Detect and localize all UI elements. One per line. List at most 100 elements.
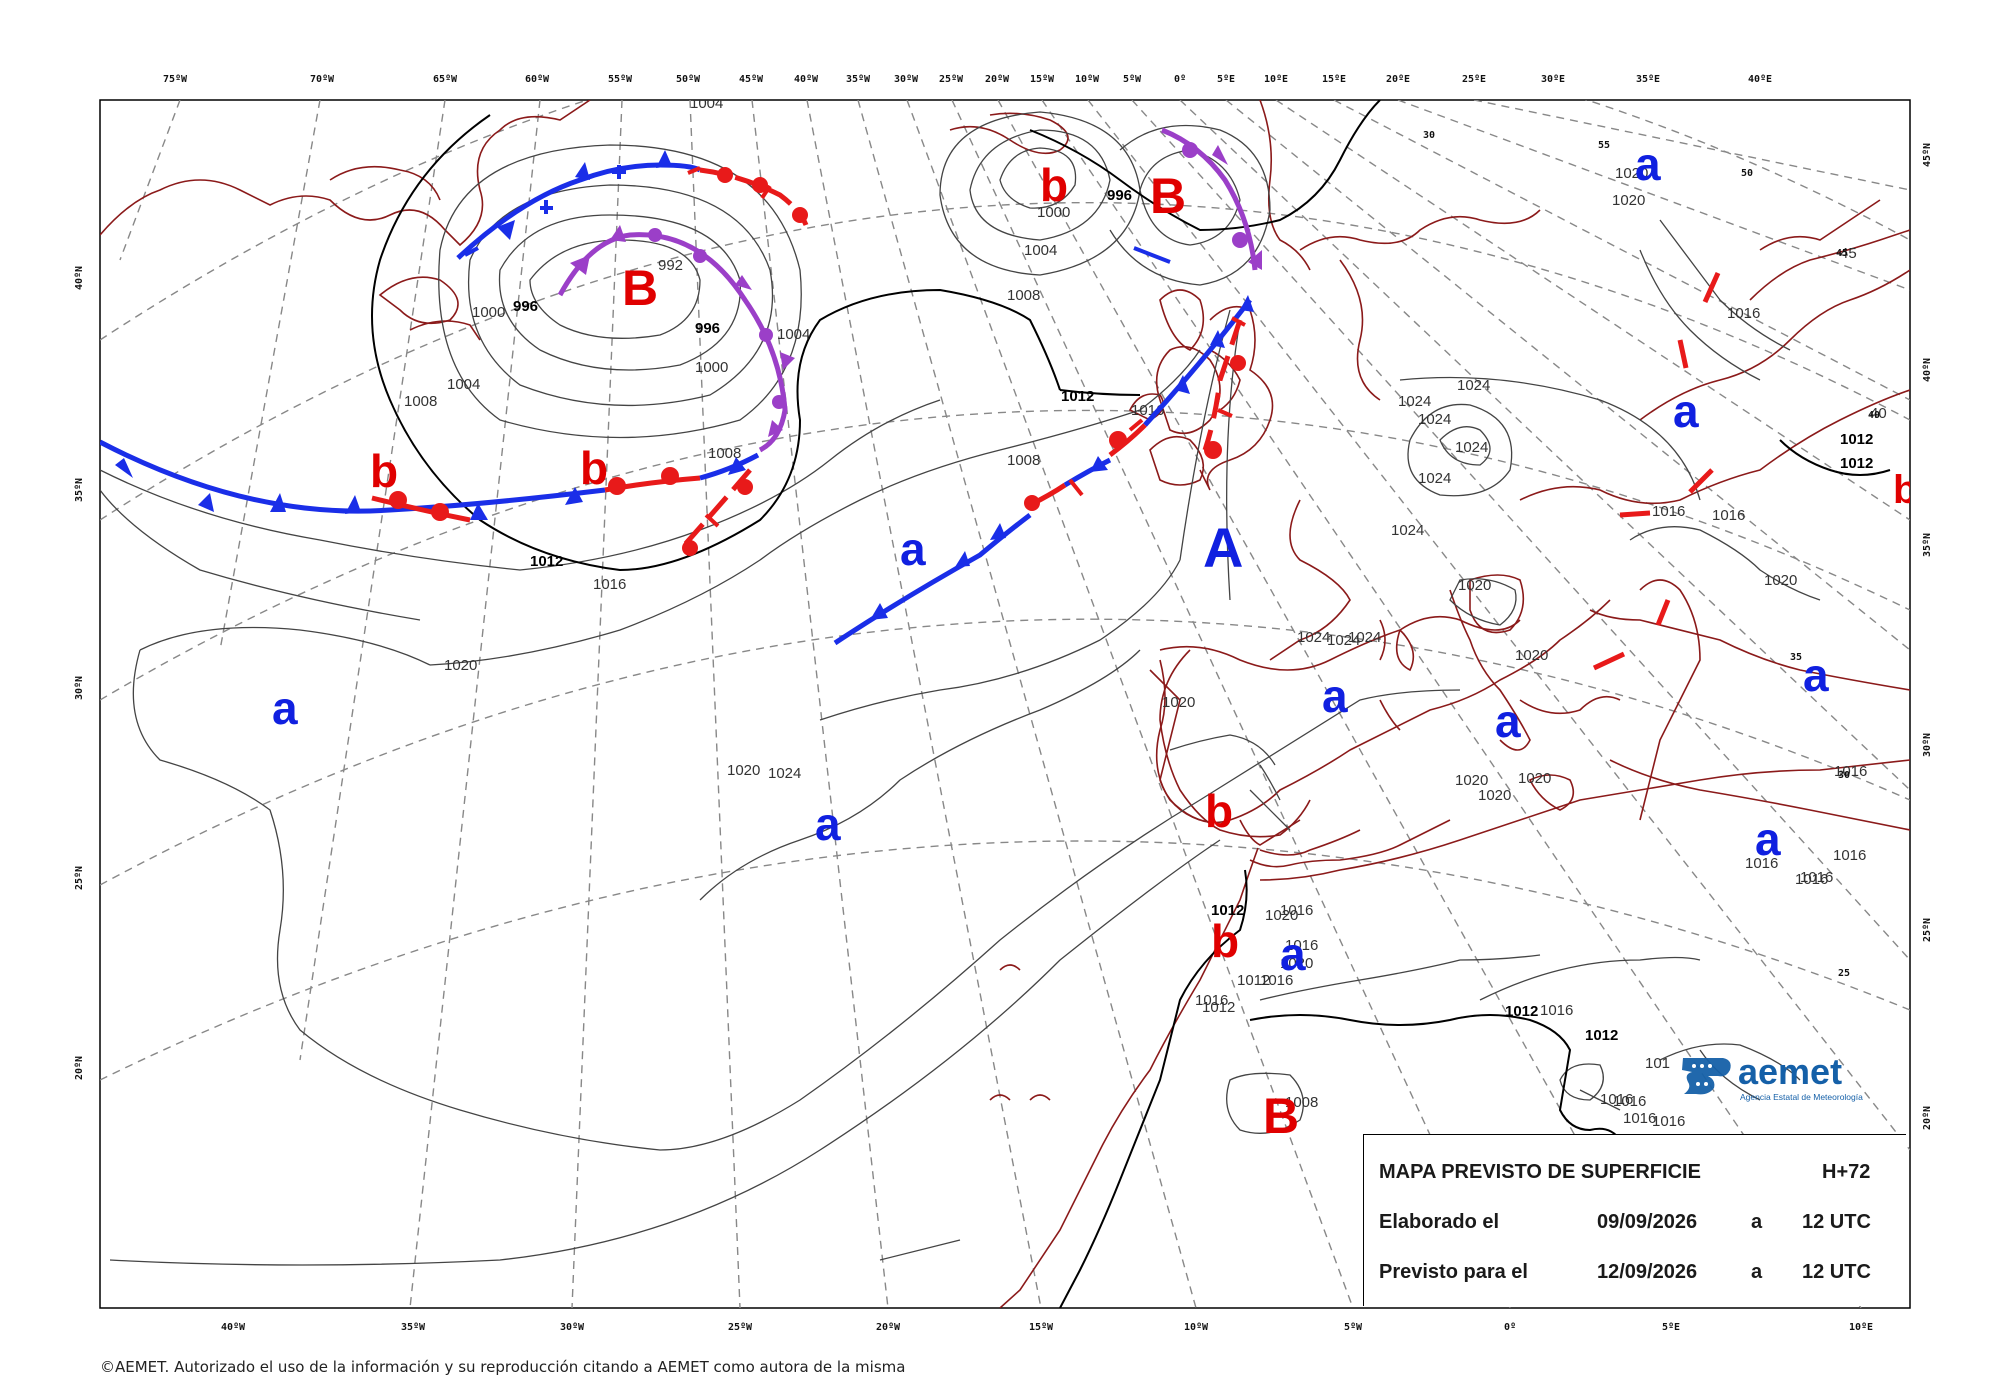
isobar-label: 1016 bbox=[1540, 1002, 1573, 1019]
isobar-label: 1024 bbox=[1348, 629, 1381, 646]
top-lon-label: 70ºW bbox=[310, 74, 335, 85]
top-lon-label: 5ºE bbox=[1217, 74, 1235, 85]
info-title: MAPA PREVISTO DE SUPERFICIE bbox=[1379, 1161, 1701, 1183]
isobar-label: 1024 bbox=[1457, 377, 1490, 394]
relative-high: a bbox=[272, 682, 298, 734]
isobar-label: 1020 bbox=[1478, 787, 1511, 804]
isobar-label: 1020 bbox=[1764, 572, 1797, 589]
bottom-lon-label: 10ºE bbox=[1849, 1322, 1873, 1333]
top-lon-label: 50ºW bbox=[676, 74, 701, 85]
cold-front-west bbox=[100, 439, 606, 514]
right-lat-label: 30ºN bbox=[1922, 733, 1933, 757]
top-lon-label: 35ºE bbox=[1636, 74, 1660, 85]
isobar-label: 1016 bbox=[1652, 1113, 1685, 1130]
right-lat-label: 35ºN bbox=[1922, 533, 1933, 557]
top-lon-label: 60ºW bbox=[525, 74, 550, 85]
grid-value: 40 bbox=[1868, 410, 1880, 421]
isobar-label: 1012 bbox=[1202, 999, 1235, 1016]
forecast-date: 12/09/2026 bbox=[1597, 1261, 1698, 1283]
elaborated-a: a bbox=[1751, 1211, 1763, 1233]
top-lon-label: 35ºW bbox=[846, 74, 871, 85]
map-frame bbox=[99, 99, 1911, 1309]
left-lat-label: 40ºN bbox=[74, 266, 85, 290]
isobar-label: 996 bbox=[513, 298, 538, 315]
top-lon-label: 15ºW bbox=[1030, 74, 1055, 85]
relative-high: a bbox=[1673, 385, 1699, 437]
aemet-logo-subtitle: Agencia Estatal de Meteorología bbox=[1740, 1092, 1863, 1102]
relative-high: a bbox=[900, 523, 926, 575]
bottom-lon-label: 25ºW bbox=[728, 1322, 753, 1333]
isobar-label: 1020 bbox=[727, 762, 760, 779]
relative-low: b bbox=[1205, 785, 1233, 837]
right-lat-label: 40ºN bbox=[1922, 358, 1933, 382]
top-lon-label: 30ºE bbox=[1541, 74, 1565, 85]
aemet-logo-text: aemet bbox=[1738, 1051, 1842, 1092]
top-lon-label: 30ºW bbox=[894, 74, 919, 85]
top-lon-label: 40ºW bbox=[794, 74, 819, 85]
aemet-logo: aemet Agencia Estatal de Meteorología bbox=[1678, 1048, 1908, 1108]
isobar-label: 1000 bbox=[1037, 204, 1070, 221]
isobar-label: 1016 bbox=[1260, 972, 1293, 989]
isobar-label: 45 bbox=[1840, 245, 1857, 262]
right-lat-label: 20ºN bbox=[1922, 1106, 1933, 1130]
isobar-label: 1020 bbox=[1515, 647, 1548, 664]
top-longitude-labels: 75ºW 70ºW 65ºW 60ºW 55ºW 50ºW 45ºW 40ºW … bbox=[163, 74, 1772, 85]
isobar-label: 996 bbox=[695, 320, 720, 337]
grid-value: 50 bbox=[1741, 168, 1753, 179]
isobar-label: 1000 bbox=[472, 304, 505, 321]
relative-low: b bbox=[370, 445, 398, 497]
isobar-label: 1024 bbox=[1297, 629, 1330, 646]
top-lon-label: 15ºE bbox=[1322, 74, 1346, 85]
top-lon-label: 65ºW bbox=[433, 74, 458, 85]
isobar-label: 996 bbox=[1107, 187, 1132, 204]
isobar-label: 1004 bbox=[690, 95, 723, 112]
relative-high: a bbox=[815, 798, 841, 850]
top-lon-label: 20ºE bbox=[1386, 74, 1410, 85]
isobar-label: 1016 bbox=[1833, 847, 1866, 864]
coastlines bbox=[100, 100, 1910, 1308]
grid-value: 55 bbox=[1598, 140, 1610, 151]
right-latitude-labels: 45ºN 40ºN 35ºN 30ºN 25ºN 20ºN bbox=[1922, 143, 1933, 1130]
isobar-label: 1024 bbox=[1418, 470, 1451, 487]
forecast-time: 12 UTC bbox=[1802, 1261, 1871, 1283]
isobar-label: 1024 bbox=[1391, 522, 1424, 539]
top-lon-label: 25ºW bbox=[939, 74, 964, 85]
isobar-label: 1024 bbox=[1327, 632, 1360, 649]
isobar-label: 1012 bbox=[1505, 1003, 1538, 1020]
isobar-label: 1016 bbox=[1613, 1093, 1646, 1110]
warm-front-uk bbox=[1202, 319, 1243, 451]
bottom-lon-label: 10ºW bbox=[1184, 1322, 1209, 1333]
relative-high: a bbox=[1322, 670, 1348, 722]
bottom-lon-label: 5ºW bbox=[1344, 1322, 1363, 1333]
bottom-lon-label: 40ºW bbox=[221, 1322, 246, 1333]
isobar-label: 1020 bbox=[1280, 955, 1313, 972]
bottom-lon-label: 30ºW bbox=[560, 1322, 585, 1333]
left-lat-label: 35ºN bbox=[74, 478, 85, 502]
top-lon-label: 10ºE bbox=[1264, 74, 1288, 85]
relative-low: b bbox=[1040, 159, 1068, 211]
left-lat-label: 25ºN bbox=[74, 866, 85, 890]
isobar-label: 1020 bbox=[1162, 694, 1195, 711]
isobar-label: 1024 bbox=[1455, 439, 1488, 456]
info-horizon: H+72 bbox=[1822, 1161, 1871, 1183]
isobar-label: 1012 bbox=[1211, 902, 1244, 919]
isobar-label: 1020 bbox=[1518, 770, 1551, 787]
grid-values: 55 50 45 40 35 30 25 30 bbox=[1423, 130, 1880, 979]
isobar-label: 1016 bbox=[1195, 992, 1228, 1009]
top-lon-label: 20ºW bbox=[985, 74, 1010, 85]
isobar-label: 1016 bbox=[1712, 507, 1745, 524]
isobar-label: 1012 bbox=[1237, 972, 1270, 989]
isobar-label: 1016 bbox=[1623, 1110, 1656, 1127]
top-lon-label: 0º bbox=[1174, 74, 1186, 85]
top-lon-label: 25ºE bbox=[1462, 74, 1486, 85]
isobar-label: 1016 bbox=[1652, 503, 1685, 520]
isobar-label: 992 bbox=[658, 257, 683, 274]
isobar-label: 1008 bbox=[404, 393, 437, 410]
isobar-label: 1016 bbox=[1745, 855, 1778, 872]
isobar-label: 1004 bbox=[447, 376, 480, 393]
top-lon-label: 55ºW bbox=[608, 74, 633, 85]
aemet-logo-icon bbox=[1682, 1058, 1731, 1095]
left-lat-label: 30ºN bbox=[74, 676, 85, 700]
top-lon-label: 10ºW bbox=[1075, 74, 1100, 85]
elaborated-date: 09/09/2026 bbox=[1597, 1211, 1698, 1233]
